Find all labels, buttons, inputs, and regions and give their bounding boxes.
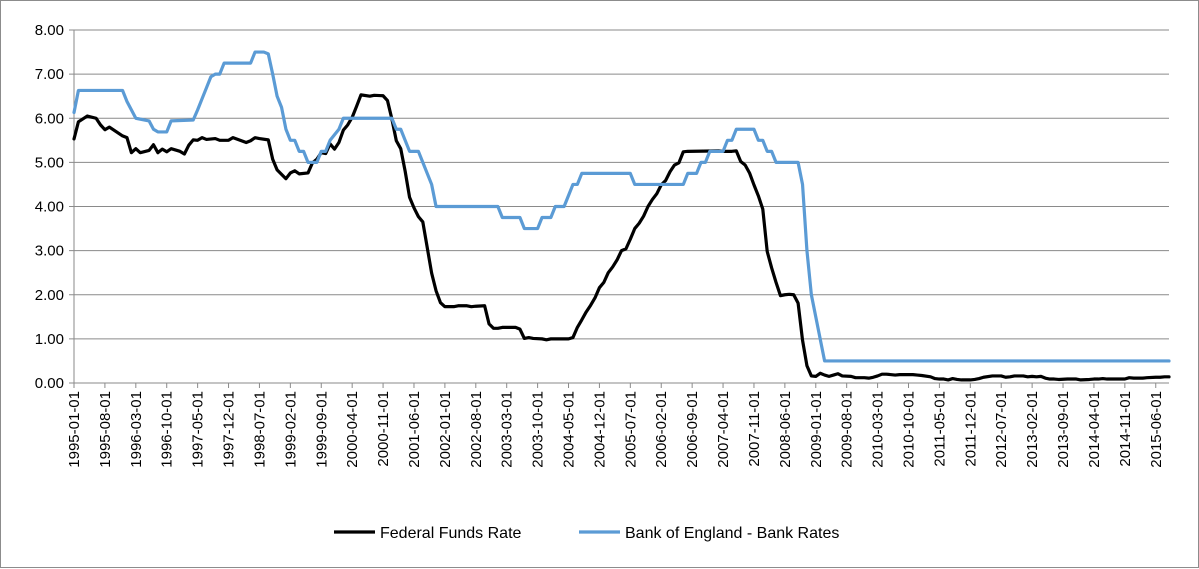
x-tick-label: 2002-08-01 (468, 391, 485, 468)
series-lines (72, 50, 1171, 382)
x-tick-label: 2009-08-01 (839, 391, 856, 468)
x-tick-label: 2001-06-01 (406, 391, 423, 468)
x-tick-label: 1995-08-01 (97, 391, 114, 468)
x-tick-label: 1995-01-01 (66, 391, 83, 468)
x-tick-label: 2014-11-01 (1117, 391, 1134, 467)
x-tick-label: 2006-09-01 (684, 391, 701, 468)
x-tick-label: 2007-11-01 (746, 391, 763, 467)
x-tick-label: 1998-07-01 (251, 391, 268, 468)
y-tick-label: 1.00 (35, 331, 64, 348)
x-tick-label: 2004-12-01 (591, 391, 608, 468)
x-tick-label: 2013-09-01 (1055, 391, 1072, 468)
x-tick-label: 1996-03-01 (128, 391, 145, 468)
x-tick-label: 1997-12-01 (221, 391, 238, 468)
y-tick-label: 2.00 (35, 287, 64, 304)
x-tick-label: 2013-02-01 (1024, 391, 1041, 468)
series-line-bank-of-england-bank-rates (72, 50, 1171, 363)
x-tick-label: 2002-01-01 (437, 391, 454, 468)
x-tick-label: 2006-02-01 (653, 391, 670, 468)
legend-bank-of-england-bank-rates-label: Bank of England - Bank Rates (625, 525, 839, 542)
x-tick-label: 2005-07-01 (622, 391, 639, 468)
x-tick-label: 1999-09-01 (313, 391, 330, 468)
x-tick-label: 2008-06-01 (777, 391, 794, 468)
axes: 0.00 1.00 2.00 3.00 4.00 5.00 6.00 7.00 8.00 1995… (35, 22, 1169, 468)
y-tick-label: 8.00 (35, 22, 64, 39)
y-tick-label: 3.00 (35, 243, 64, 260)
gridlines (74, 29, 1169, 340)
y-tick-label: 0.00 (35, 375, 64, 392)
y-tick-label: 6.00 (35, 110, 64, 127)
x-tick-label: 2012-07-01 (993, 391, 1010, 468)
x-tick-label: 1997-05-01 (190, 391, 207, 468)
x-tick-label: 2007-04-01 (715, 391, 732, 468)
x-tick-label: 2003-03-01 (499, 391, 516, 468)
x-tick-label: 1999-02-01 (282, 391, 299, 468)
y-tick-label: 5.00 (35, 154, 64, 171)
x-tick-label: 2000-04-01 (344, 391, 361, 468)
y-tick-label: 7.00 (35, 66, 64, 83)
x-tick-label: 2011-12-01 (962, 391, 979, 467)
x-tick-label: 2004-05-01 (561, 391, 578, 468)
x-tick-label: 2011-05-01 (931, 391, 948, 467)
legend: Federal Funds Rate Bank of England - Bank… (334, 525, 839, 542)
x-tick-label: 2003-10-01 (530, 391, 547, 468)
legend-federal-funds-rate-label: Federal Funds Rate (380, 525, 522, 542)
x-tick-label: 2009-01-01 (808, 391, 825, 468)
series-line-federal-funds-rate (72, 93, 1171, 382)
y-tick-label: 4.00 (35, 199, 64, 216)
x-tick-label: 2010-03-01 (870, 391, 887, 468)
x-tick-label: 2000-11-01 (375, 391, 392, 467)
x-tick-label: 2015-06-01 (1148, 391, 1165, 468)
x-tick-label: 2014-04-01 (1086, 391, 1103, 468)
x-tick-label: 2010-10-01 (900, 391, 917, 468)
x-tick-label: 1996-10-01 (159, 391, 176, 468)
